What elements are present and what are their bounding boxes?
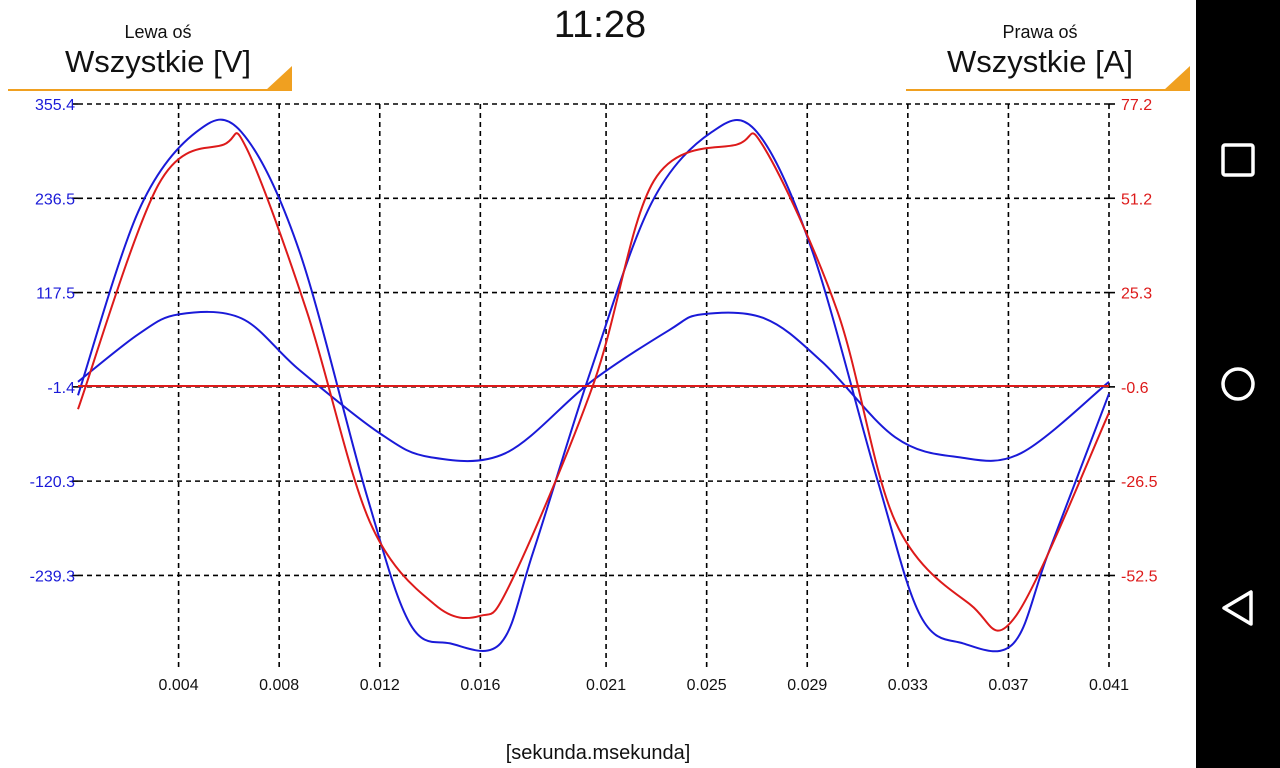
clock: 11:28 <box>553 4 647 46</box>
waveform-chart: 355.4 77.2 236.5 51.2 117.5 25.3 -1.4 -0.6 -120.… <box>30 97 1158 694</box>
square-icon <box>1221 143 1255 177</box>
y-left-tick-label: 355.4 <box>35 97 75 114</box>
y-left-tick-label: -239.3 <box>30 568 75 585</box>
left-axis-title: Lewa oś <box>124 22 192 42</box>
y-right-tick-label: 77.2 <box>1121 97 1152 114</box>
y-right-tick-label: -0.6 <box>1121 380 1149 397</box>
x-tick-label: 0.012 <box>360 677 400 694</box>
series-line-left-1 <box>77 310 1110 463</box>
x-tick-label: 0.041 <box>1089 677 1129 694</box>
x-tick-label: 0.021 <box>586 677 626 694</box>
series-line-right-2 <box>77 132 1110 632</box>
app-screen: Lewa oś Wszystkie [V] 11:28 Prawa oś Wsz… <box>8 0 1190 764</box>
left-axis-value: Wszystkie [V] <box>64 44 251 79</box>
series-line-left-0 <box>77 118 1110 653</box>
x-tick-label: 0.008 <box>259 677 299 694</box>
android-nav-bar <box>1196 0 1280 768</box>
x-tick-label: 0.033 <box>888 677 928 694</box>
x-axis-label: [sekunda.msekunda] <box>505 742 691 764</box>
right-axis-value: Wszystkie [A] <box>946 44 1133 79</box>
y-right-tick-label: 25.3 <box>1121 286 1152 303</box>
dropdown-corner-icon <box>1164 66 1190 90</box>
y-left-tick-label: 236.5 <box>35 191 75 208</box>
circle-icon <box>1221 367 1255 401</box>
right-axis-selector[interactable]: Prawa oś Wszystkie [A] <box>890 0 1190 92</box>
back-button[interactable] <box>1210 580 1266 636</box>
y-left-tick-label: 117.5 <box>36 286 75 303</box>
x-tick-label: 0.037 <box>988 677 1028 694</box>
x-tick-label: 0.029 <box>787 677 827 694</box>
dropdown-corner-icon <box>266 66 292 90</box>
back-triangle-icon <box>1222 590 1253 626</box>
left-axis-underline <box>8 89 292 91</box>
y-left-tick-label: -120.3 <box>30 474 75 491</box>
x-tick-label: 0.025 <box>687 677 727 694</box>
x-tick-label: 0.004 <box>159 677 199 694</box>
right-axis-title: Prawa oś <box>1002 22 1078 42</box>
right-axis-underline <box>906 89 1190 91</box>
y-right-tick-label: 51.2 <box>1121 191 1152 208</box>
home-button[interactable] <box>1210 356 1266 412</box>
y-right-tick-label: -26.5 <box>1121 474 1158 491</box>
x-tick-label: 0.016 <box>460 677 500 694</box>
recent-apps-button[interactable] <box>1210 132 1266 188</box>
left-axis-selector[interactable]: Lewa oś Wszystkie [V] <box>8 0 308 92</box>
y-left-tick-label: -1.4 <box>47 380 75 397</box>
y-right-tick-label: -52.5 <box>1121 568 1158 585</box>
